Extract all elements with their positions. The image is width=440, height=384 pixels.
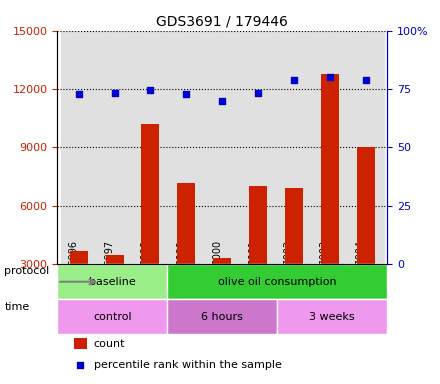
Text: baseline: baseline	[89, 277, 136, 287]
Text: olive oil consumption: olive oil consumption	[218, 277, 337, 287]
Bar	[249, 186, 267, 323]
Bar	[348, 31, 384, 264]
FancyBboxPatch shape	[57, 299, 167, 334]
Bar	[169, 31, 204, 264]
Bar	[132, 31, 169, 264]
Bar	[285, 188, 303, 323]
Bar	[204, 31, 240, 264]
Title: GDS3691 / 179446: GDS3691 / 179446	[156, 14, 288, 28]
Bar	[276, 31, 312, 264]
Text: 3 weeks: 3 weeks	[309, 312, 355, 322]
Bar	[213, 258, 231, 323]
Text: count: count	[94, 339, 125, 349]
FancyBboxPatch shape	[57, 264, 167, 299]
Bar	[106, 255, 124, 323]
Point	[77, 361, 84, 367]
Bar	[240, 31, 276, 264]
Point	[255, 89, 262, 96]
Text: protocol: protocol	[4, 266, 50, 276]
Point	[362, 77, 369, 83]
FancyBboxPatch shape	[167, 264, 387, 299]
Bar	[74, 338, 87, 349]
Text: percentile rank within the sample: percentile rank within the sample	[94, 359, 281, 369]
Point	[75, 91, 82, 97]
Bar	[70, 251, 88, 323]
Point	[111, 89, 118, 96]
Bar	[312, 31, 348, 264]
Text: 6 hours: 6 hours	[201, 312, 243, 322]
FancyBboxPatch shape	[277, 299, 387, 334]
Bar	[61, 31, 97, 264]
Bar	[97, 31, 132, 264]
Point	[183, 91, 190, 97]
Bar	[177, 182, 195, 323]
Point	[147, 87, 154, 93]
Point	[219, 98, 226, 104]
Point	[290, 77, 297, 83]
Bar	[142, 124, 159, 323]
FancyBboxPatch shape	[167, 299, 277, 334]
Bar	[321, 73, 339, 323]
Point	[326, 74, 334, 81]
Text: control: control	[93, 312, 132, 322]
Text: time: time	[4, 302, 29, 312]
Bar	[357, 147, 374, 323]
